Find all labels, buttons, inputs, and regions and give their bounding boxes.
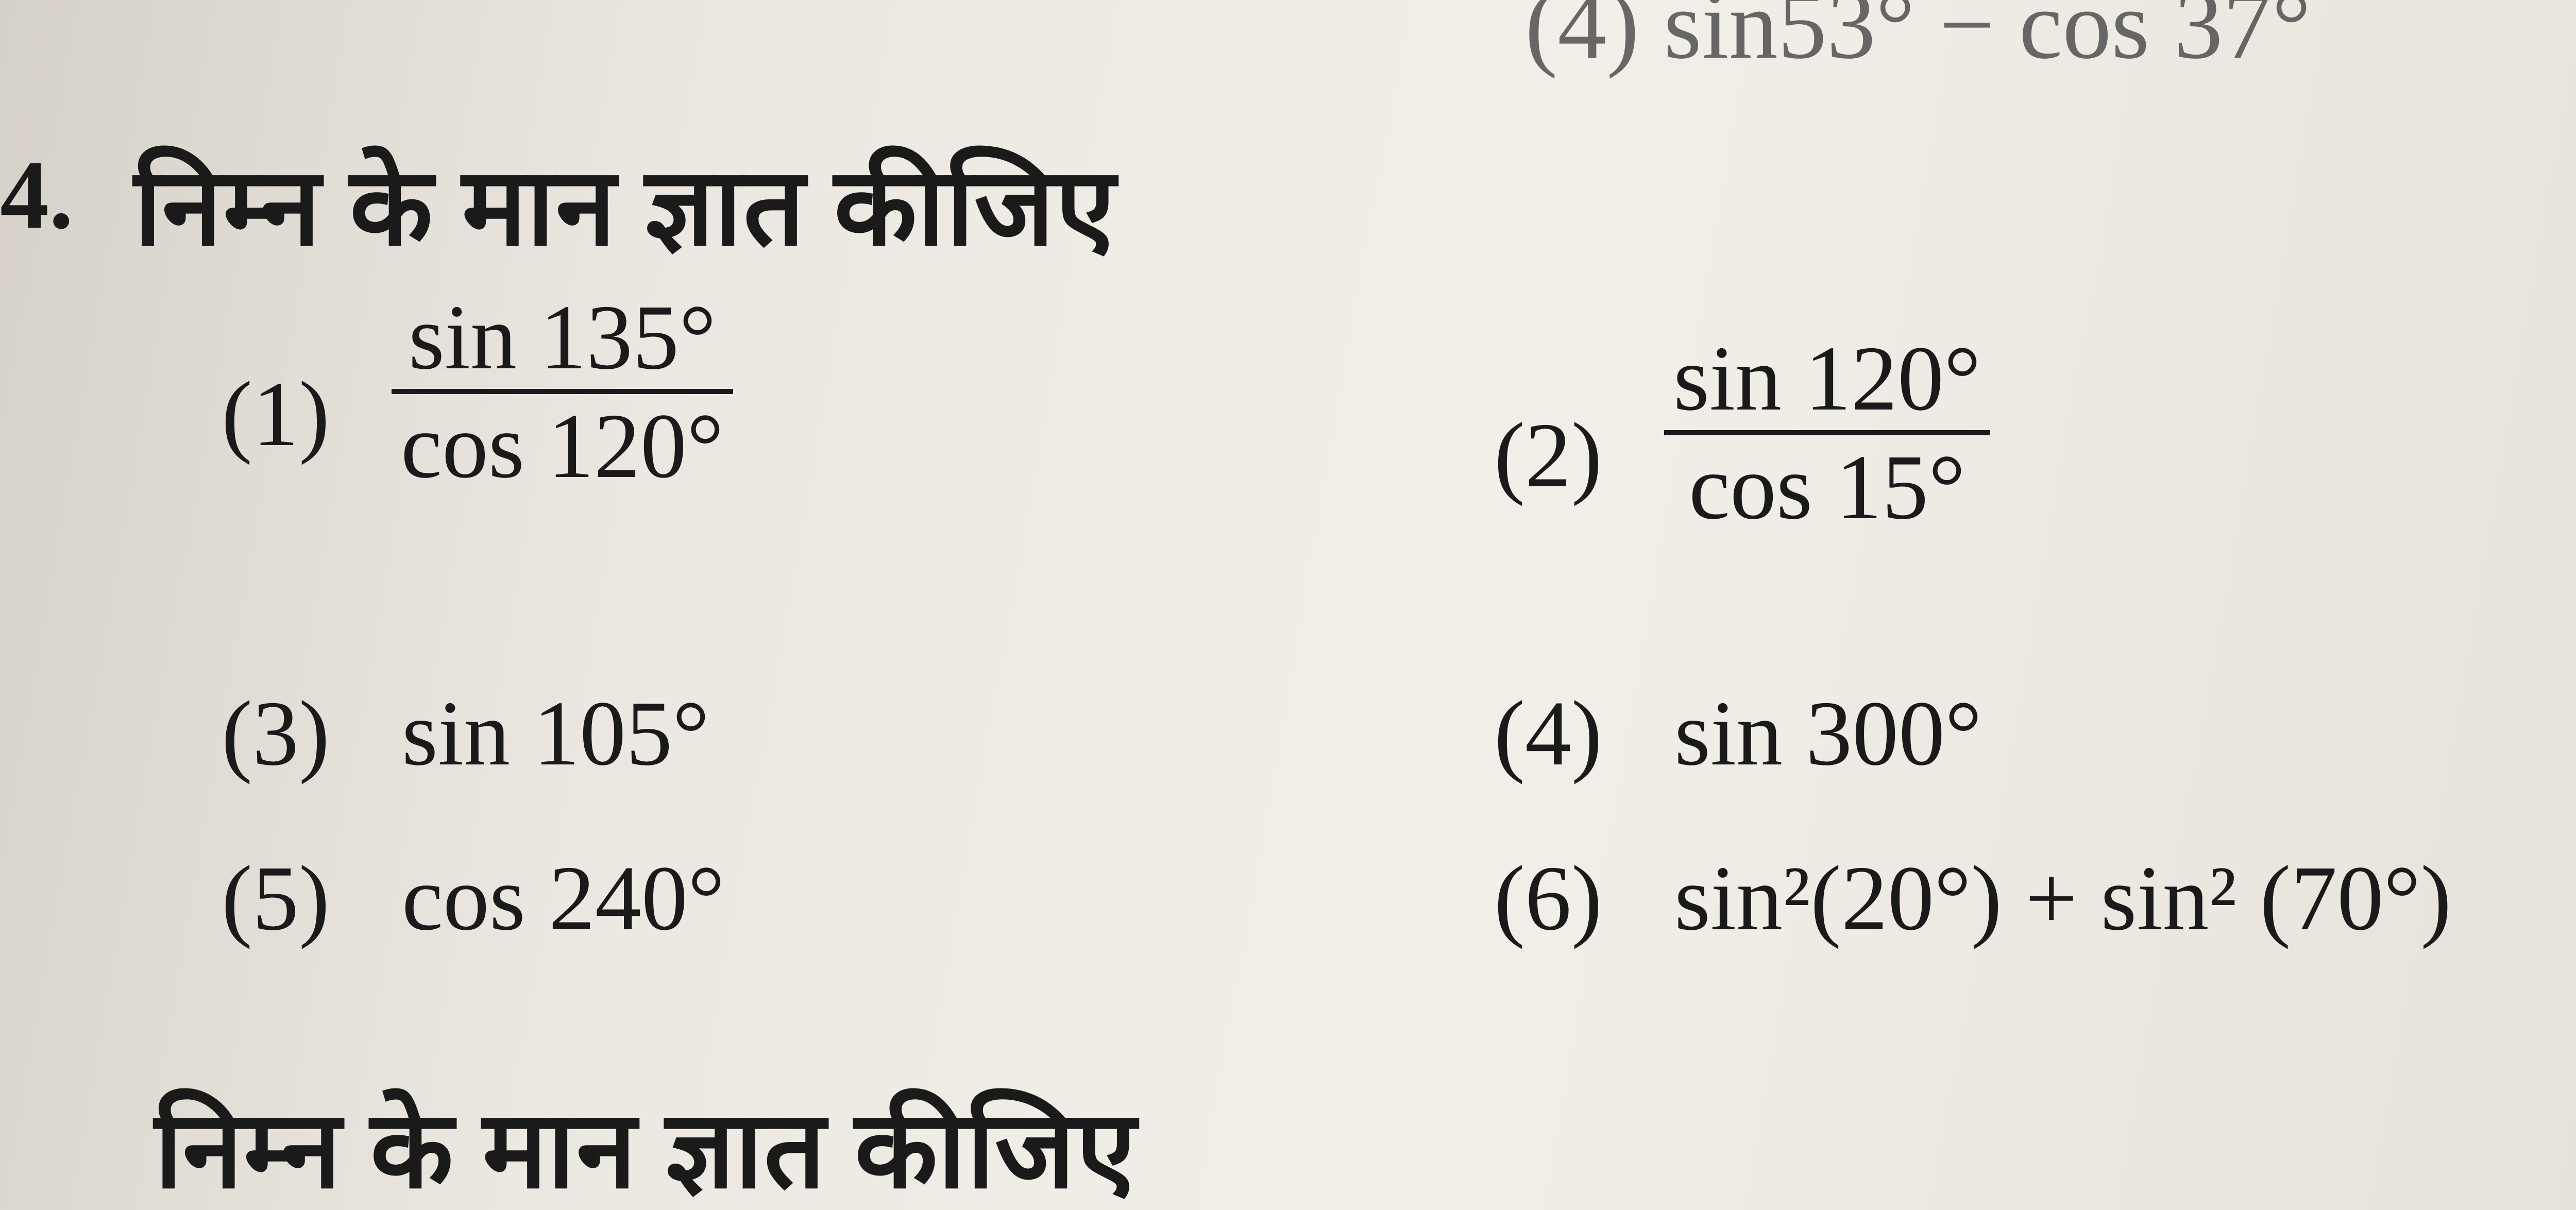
option-2-expression: sin 120° cos 15° <box>1664 330 1990 536</box>
question-prompt: निम्न के मान ज्ञात कीजिए <box>134 129 1116 276</box>
option-6-label: (6) <box>1494 845 1602 951</box>
option-1-fraction: sin 135° cos 120° <box>392 288 733 495</box>
option-5-label: (5) <box>222 845 330 951</box>
option-1-expression: sin 135° cos 120° <box>392 288 733 495</box>
next-question-prompt-fragment: निम्न के मान ज्ञात कीजिए <box>155 1071 1137 1210</box>
option-1-numerator: sin 135° <box>392 288 733 394</box>
option-2-numerator: sin 120° <box>1664 330 1990 435</box>
option-1-denominator: cos 120° <box>392 394 733 495</box>
option-3-expression: sin 105° <box>402 680 709 787</box>
option-4-expression: sin 300° <box>1674 680 1982 787</box>
option-2-fraction: sin 120° cos 15° <box>1664 330 1990 536</box>
page: (4) sin53° − cos 37° 4. निम्न के मान ज्ञ… <box>0 0 2576 1210</box>
option-2-denominator: cos 15° <box>1664 435 1990 536</box>
option-4-label: (4) <box>1494 680 1602 787</box>
question-number: 4. <box>0 139 74 251</box>
option-1-label: (1) <box>222 361 330 467</box>
option-6-expression: sin²(20°) + sin² (70°) <box>1674 845 2451 951</box>
option-3-label: (3) <box>222 680 330 787</box>
option-5-expression: cos 240° <box>402 845 725 951</box>
previous-option-fragment: (4) sin53° − cos 37° <box>1525 0 2311 81</box>
option-2-label: (2) <box>1494 402 1602 508</box>
